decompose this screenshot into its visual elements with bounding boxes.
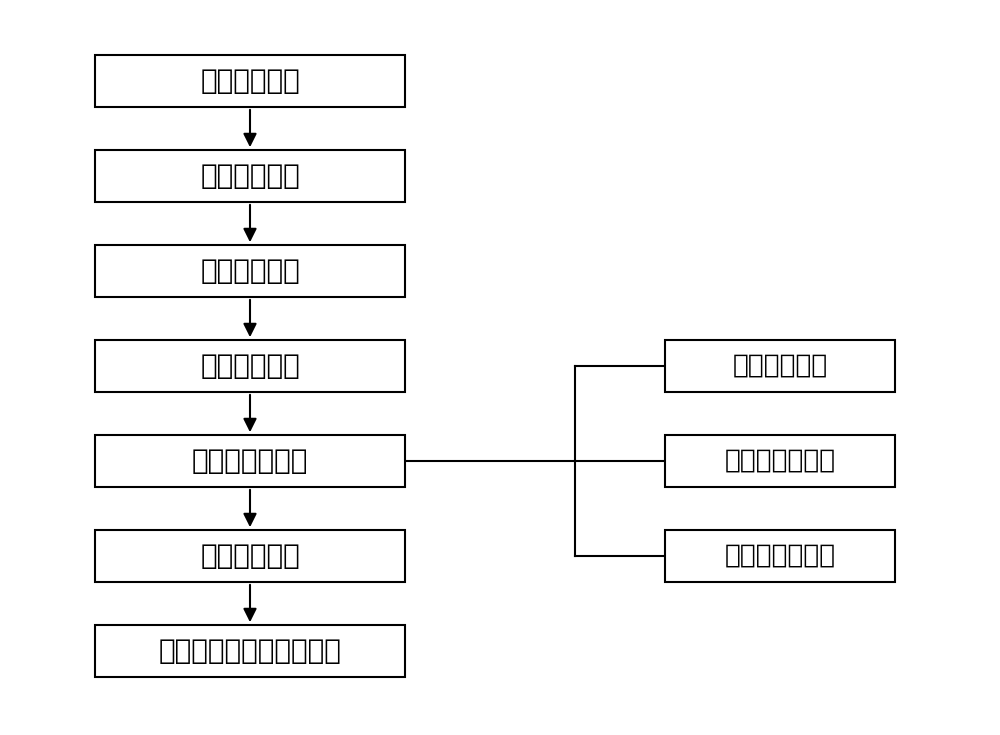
Text: 模板工程施工: 模板工程施工 [732,353,828,379]
Bar [95,435,405,487]
Bar [95,340,405,392]
Text: 混凝土工程施工: 混凝土工程施工 [724,543,836,569]
Bar [95,530,405,582]
Text: 临时支撑拆除: 临时支撑拆除 [200,67,300,95]
Bar [95,245,405,297]
Text: 二衬背后注浆: 二衬背后注浆 [200,542,300,570]
Bar [665,435,895,487]
Text: 支拆模及砖浇筑: 支拆模及砖浇筑 [192,447,308,475]
Bar [95,55,405,107]
Text: 台车安装与操作: 台车安装与操作 [724,448,836,474]
Text: 基面处理施工: 基面处理施工 [200,162,300,190]
Text: 钉筋工程施工: 钉筋工程施工 [200,352,300,380]
Bar [665,530,895,582]
Bar [95,150,405,202]
Bar [665,340,895,392]
Text: 施工缝和变形缝节点处理: 施工缝和变形缝节点处理 [159,637,341,665]
Bar [95,625,405,677]
Text: 防水工程施工: 防水工程施工 [200,257,300,285]
